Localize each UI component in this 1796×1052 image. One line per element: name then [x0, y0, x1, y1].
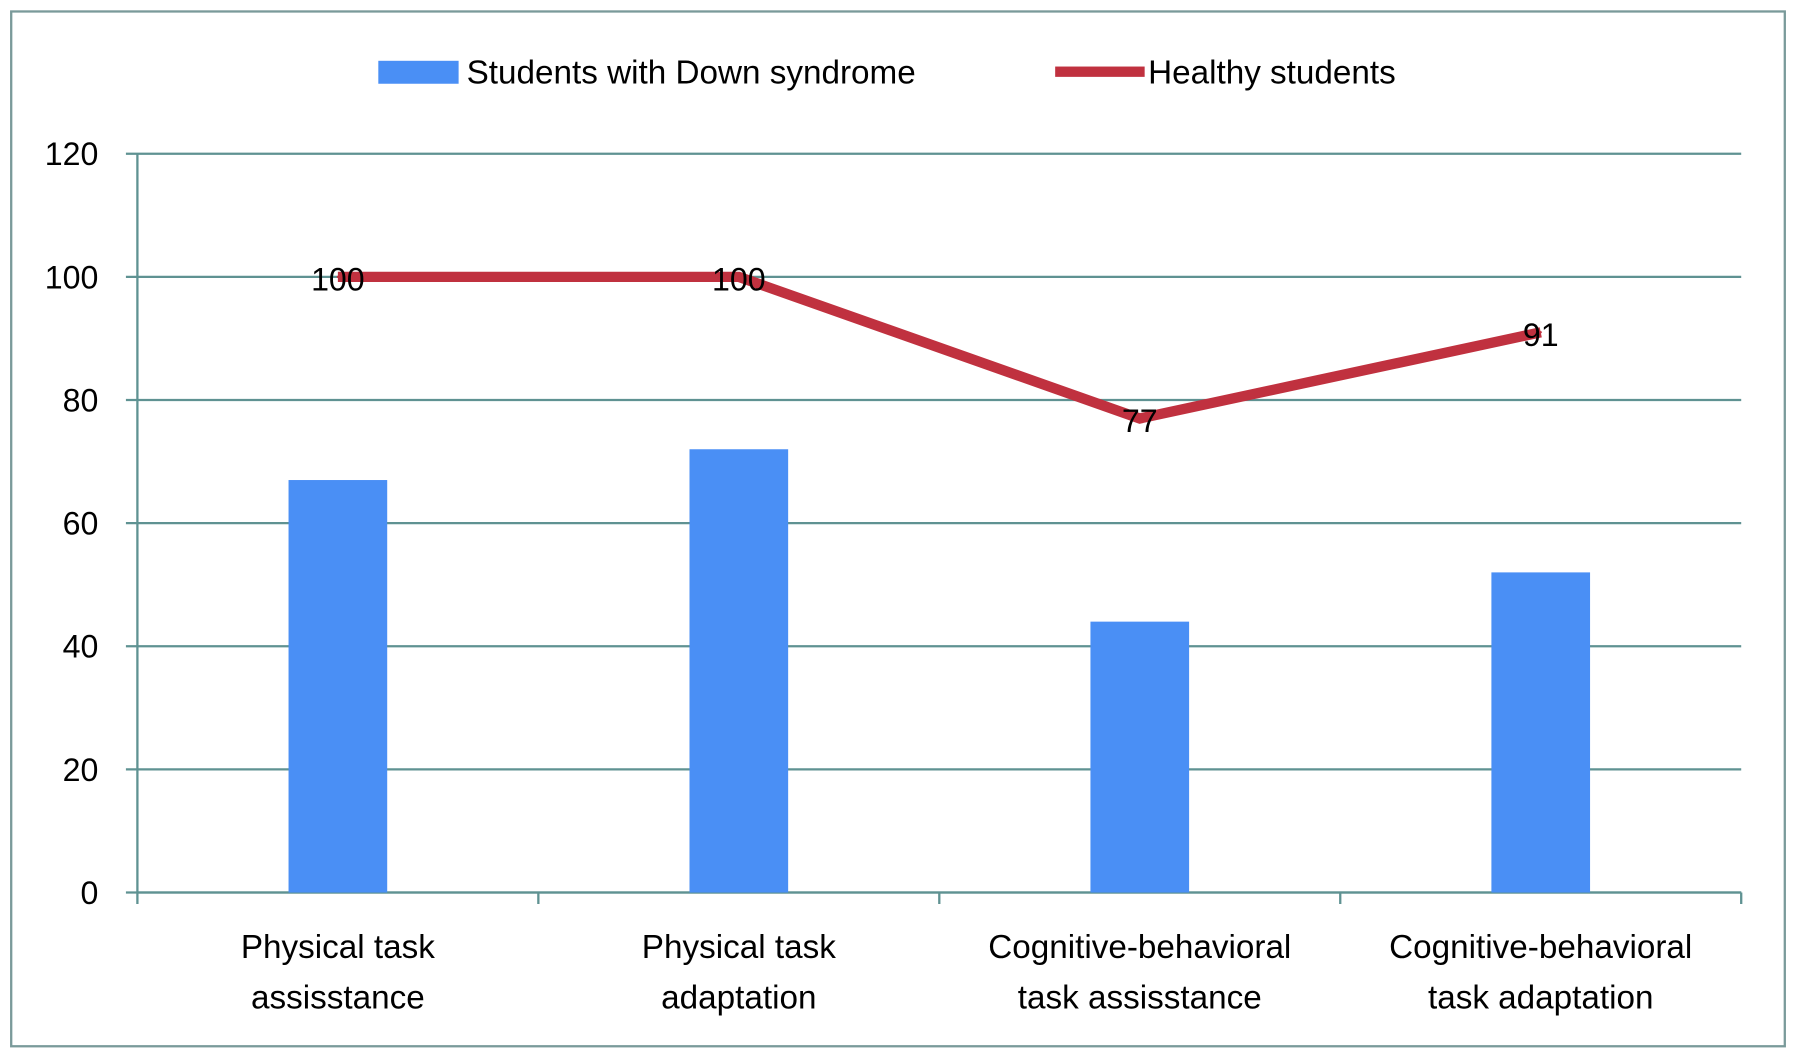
- x-tick-label: Cognitive-behavioral: [988, 929, 1291, 966]
- line-series: [337, 271, 1542, 424]
- y-tick-label: 120: [45, 136, 99, 172]
- x-tick-label: Physical task: [642, 929, 836, 966]
- line-point: [1138, 417, 1141, 420]
- data-label: 91: [1523, 317, 1559, 353]
- data-label: 100: [712, 262, 766, 298]
- bar: [1090, 621, 1190, 893]
- y-tick-label: 0: [81, 875, 99, 911]
- legend-label: Healthy students: [1148, 55, 1396, 92]
- y-tick-label: 60: [63, 506, 99, 542]
- x-tick-label: task adaptation: [1428, 979, 1654, 1016]
- x-tick-label: task assisstance: [1018, 979, 1262, 1016]
- line-point: [336, 275, 340, 279]
- x-tick-label: Physical task: [241, 929, 435, 966]
- y-tick-label: 40: [63, 629, 99, 665]
- y-tick-label: 80: [63, 382, 99, 418]
- data-label: 77: [1122, 403, 1158, 439]
- bar: [1491, 572, 1591, 893]
- legend-swatch-line: [1055, 66, 1145, 77]
- bar: [288, 480, 388, 893]
- x-tick-label: adaptation: [661, 979, 816, 1016]
- data-label: 100: [311, 262, 365, 298]
- legend-swatch-bar: [378, 60, 459, 84]
- y-tick-label: 20: [63, 752, 99, 788]
- x-tick-label: assisstance: [251, 979, 425, 1016]
- legend-label: Students with Down syndrome: [467, 55, 916, 92]
- x-tick-label: Cognitive-behavioral: [1389, 929, 1692, 966]
- y-tick-label: 100: [45, 259, 99, 295]
- bar: [689, 449, 789, 893]
- line-point: [1539, 331, 1542, 334]
- line-point: [737, 275, 740, 279]
